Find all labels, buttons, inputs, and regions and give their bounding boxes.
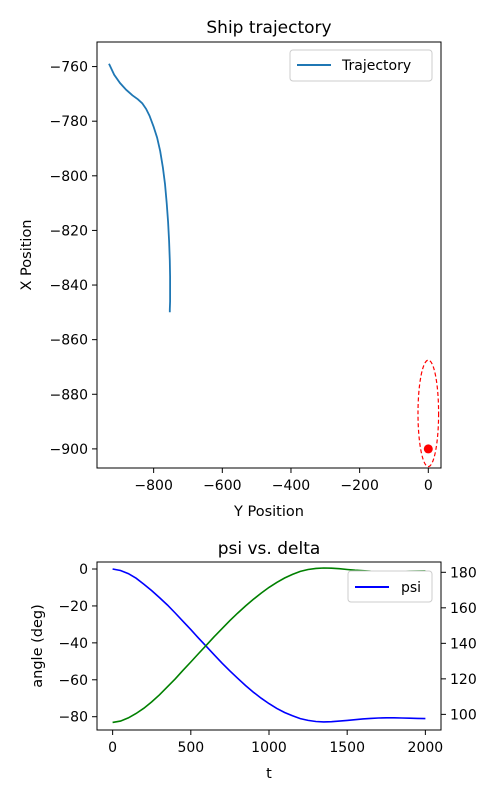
psi-delta-plot-frame <box>96 561 442 731</box>
trajectory-y-axis-label: X Position <box>19 220 35 291</box>
psi-delta-legend-label: psi <box>401 580 421 596</box>
target-zone-ellipse <box>417 359 440 468</box>
y-tick-label: −820 <box>50 223 88 239</box>
psi-delta-y-axis-label: angle (deg) <box>30 604 46 687</box>
x-tick-label: 0 <box>108 740 117 756</box>
x-tick-label: −600 <box>203 478 241 494</box>
target-point <box>423 444 433 454</box>
y-tick-label: −880 <box>50 387 88 403</box>
y-tick-label: −840 <box>50 278 88 294</box>
trajectory-plot-frame <box>96 41 442 469</box>
psi-delta-axis-ticks: 0 500 1000 1500 2000 0 −20 −40 −60 −80 180 160 140 12… <box>58 562 476 756</box>
trajectory-chart-marks <box>108 63 440 468</box>
y-tick-label-right: 140 <box>450 636 477 652</box>
trajectory-legend: Trajectory <box>289 49 433 82</box>
psi-delta-legend: psi <box>347 570 433 603</box>
y-tick-label: −860 <box>50 333 88 349</box>
psi-delta-chart: psi vs. delta 0 500 1000 1500 2000 0 −20 −40 −60… <box>30 539 477 782</box>
y-tick-label-right: 120 <box>450 672 477 688</box>
y-tick-label: −780 <box>50 114 88 130</box>
y-tick-label-left: −20 <box>58 599 88 615</box>
y-tick-label: −760 <box>50 60 88 76</box>
psi-delta-legend-box <box>347 570 433 603</box>
x-tick-label: −400 <box>272 478 310 494</box>
trajectory-chart: Ship trajectory −800 −600 −400 −200 0 −760 −78… <box>19 18 442 520</box>
trajectory-legend-box <box>289 49 433 82</box>
trajectory-line <box>108 63 171 313</box>
x-tick-label: 1500 <box>329 740 365 756</box>
trajectory-x-axis-label: Y Position <box>233 504 304 520</box>
psi-delta-x-axis-label: t <box>266 766 272 782</box>
y-tick-label-right: 160 <box>450 601 477 617</box>
trajectory-axis-ticks: −800 −600 −400 −200 0 −760 −780 −800 −820 −840 −86… <box>50 60 433 494</box>
x-tick-label: −200 <box>340 478 378 494</box>
y-tick-label: −900 <box>50 442 88 458</box>
psi-delta-chart-title: psi vs. delta <box>218 539 321 559</box>
y-tick-label-left: −60 <box>58 673 88 689</box>
x-tick-label: 2000 <box>408 740 444 756</box>
y-tick-label-left: −80 <box>58 710 88 726</box>
trajectory-chart-title: Ship trajectory <box>206 18 331 38</box>
psi-line <box>112 568 426 723</box>
y-tick-label-right: 100 <box>450 707 477 723</box>
trajectory-legend-label: Trajectory <box>341 58 411 74</box>
x-tick-label: −800 <box>134 478 172 494</box>
x-tick-label: 1000 <box>251 740 287 756</box>
y-tick-label-left: 0 <box>79 562 88 578</box>
y-tick-label: −800 <box>50 169 88 185</box>
x-tick-label: 0 <box>424 478 433 494</box>
x-tick-label: 500 <box>177 740 204 756</box>
y-tick-label-left: −40 <box>58 636 88 652</box>
y-tick-label-right: 180 <box>450 565 477 581</box>
